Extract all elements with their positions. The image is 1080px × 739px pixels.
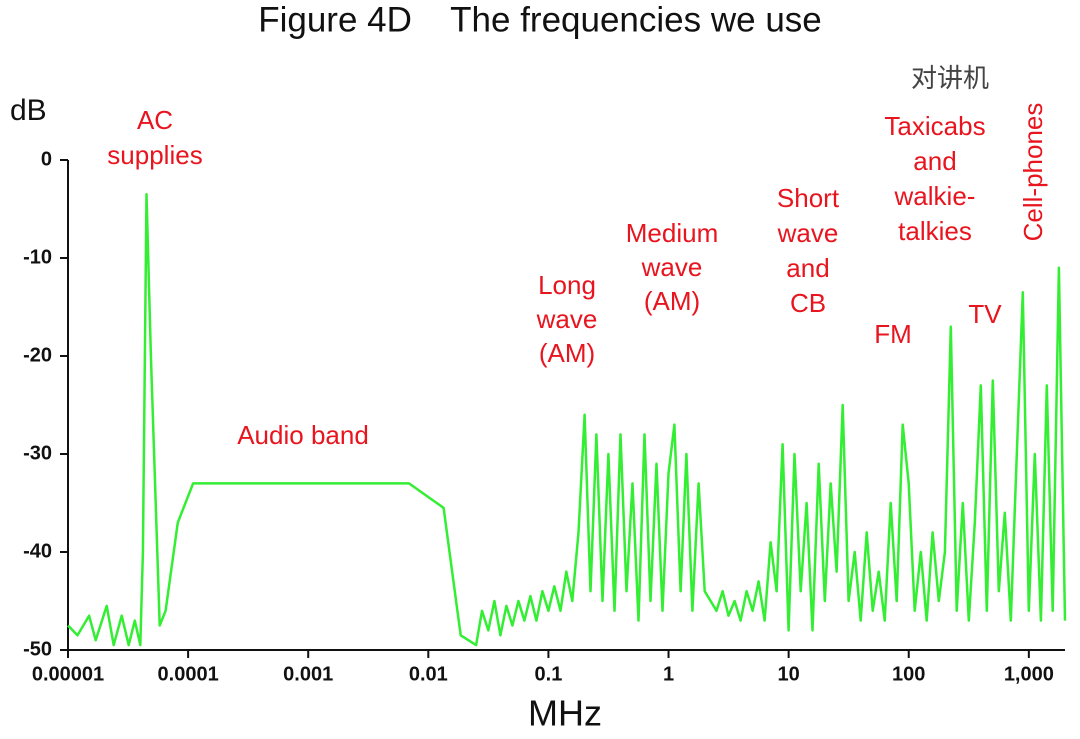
annotation: Short — [777, 183, 840, 213]
y-tick-label: -10 — [23, 246, 52, 268]
annotation: and — [786, 253, 829, 283]
annotation: (AM) — [644, 286, 700, 316]
annotation: Long — [538, 270, 596, 300]
annotation: wave — [641, 252, 703, 282]
annotation: talkies — [898, 216, 972, 246]
x-axis-label: MHz — [528, 693, 602, 734]
annotation: Taxicabs — [884, 111, 985, 141]
x-tick-label: 1,000 — [1004, 663, 1054, 685]
annotation: TV — [968, 299, 1002, 329]
annotation: supplies — [107, 140, 202, 170]
x-tick-label: 0.01 — [409, 663, 448, 685]
x-tick-label: 10 — [778, 663, 800, 685]
y-tick-label: 0 — [41, 148, 52, 170]
annotation: wave — [536, 304, 598, 334]
y-tick-label: -50 — [23, 638, 52, 660]
annotation: and — [913, 146, 956, 176]
annotation: AC — [137, 105, 173, 135]
y-axis-label: dB — [10, 94, 47, 127]
annotation: 对讲机 — [911, 63, 989, 93]
x-tick-label: 0.0001 — [158, 663, 219, 685]
annotation: Medium — [626, 218, 718, 248]
annotation: wave — [777, 218, 839, 248]
spectrum-line — [67, 193, 1067, 647]
annotation: Cell-phones — [1018, 103, 1048, 242]
annotation: (AM) — [539, 338, 595, 368]
annotation: CB — [790, 288, 826, 318]
x-tick-label: 1 — [663, 663, 674, 685]
y-tick-label: -20 — [23, 344, 52, 366]
x-tick-label: 0.1 — [535, 663, 563, 685]
chart-title: Figure 4D The frequencies we use — [258, 0, 822, 39]
y-tick-label: -40 — [23, 540, 52, 562]
x-tick-label: 100 — [892, 663, 925, 685]
annotation: Audio band — [237, 420, 369, 450]
x-tick-label: 0.001 — [283, 663, 333, 685]
annotation: walkie- — [894, 181, 976, 211]
annotation: FM — [874, 319, 912, 349]
x-tick-label: 0.00001 — [32, 663, 104, 685]
y-tick-label: -30 — [23, 442, 52, 464]
